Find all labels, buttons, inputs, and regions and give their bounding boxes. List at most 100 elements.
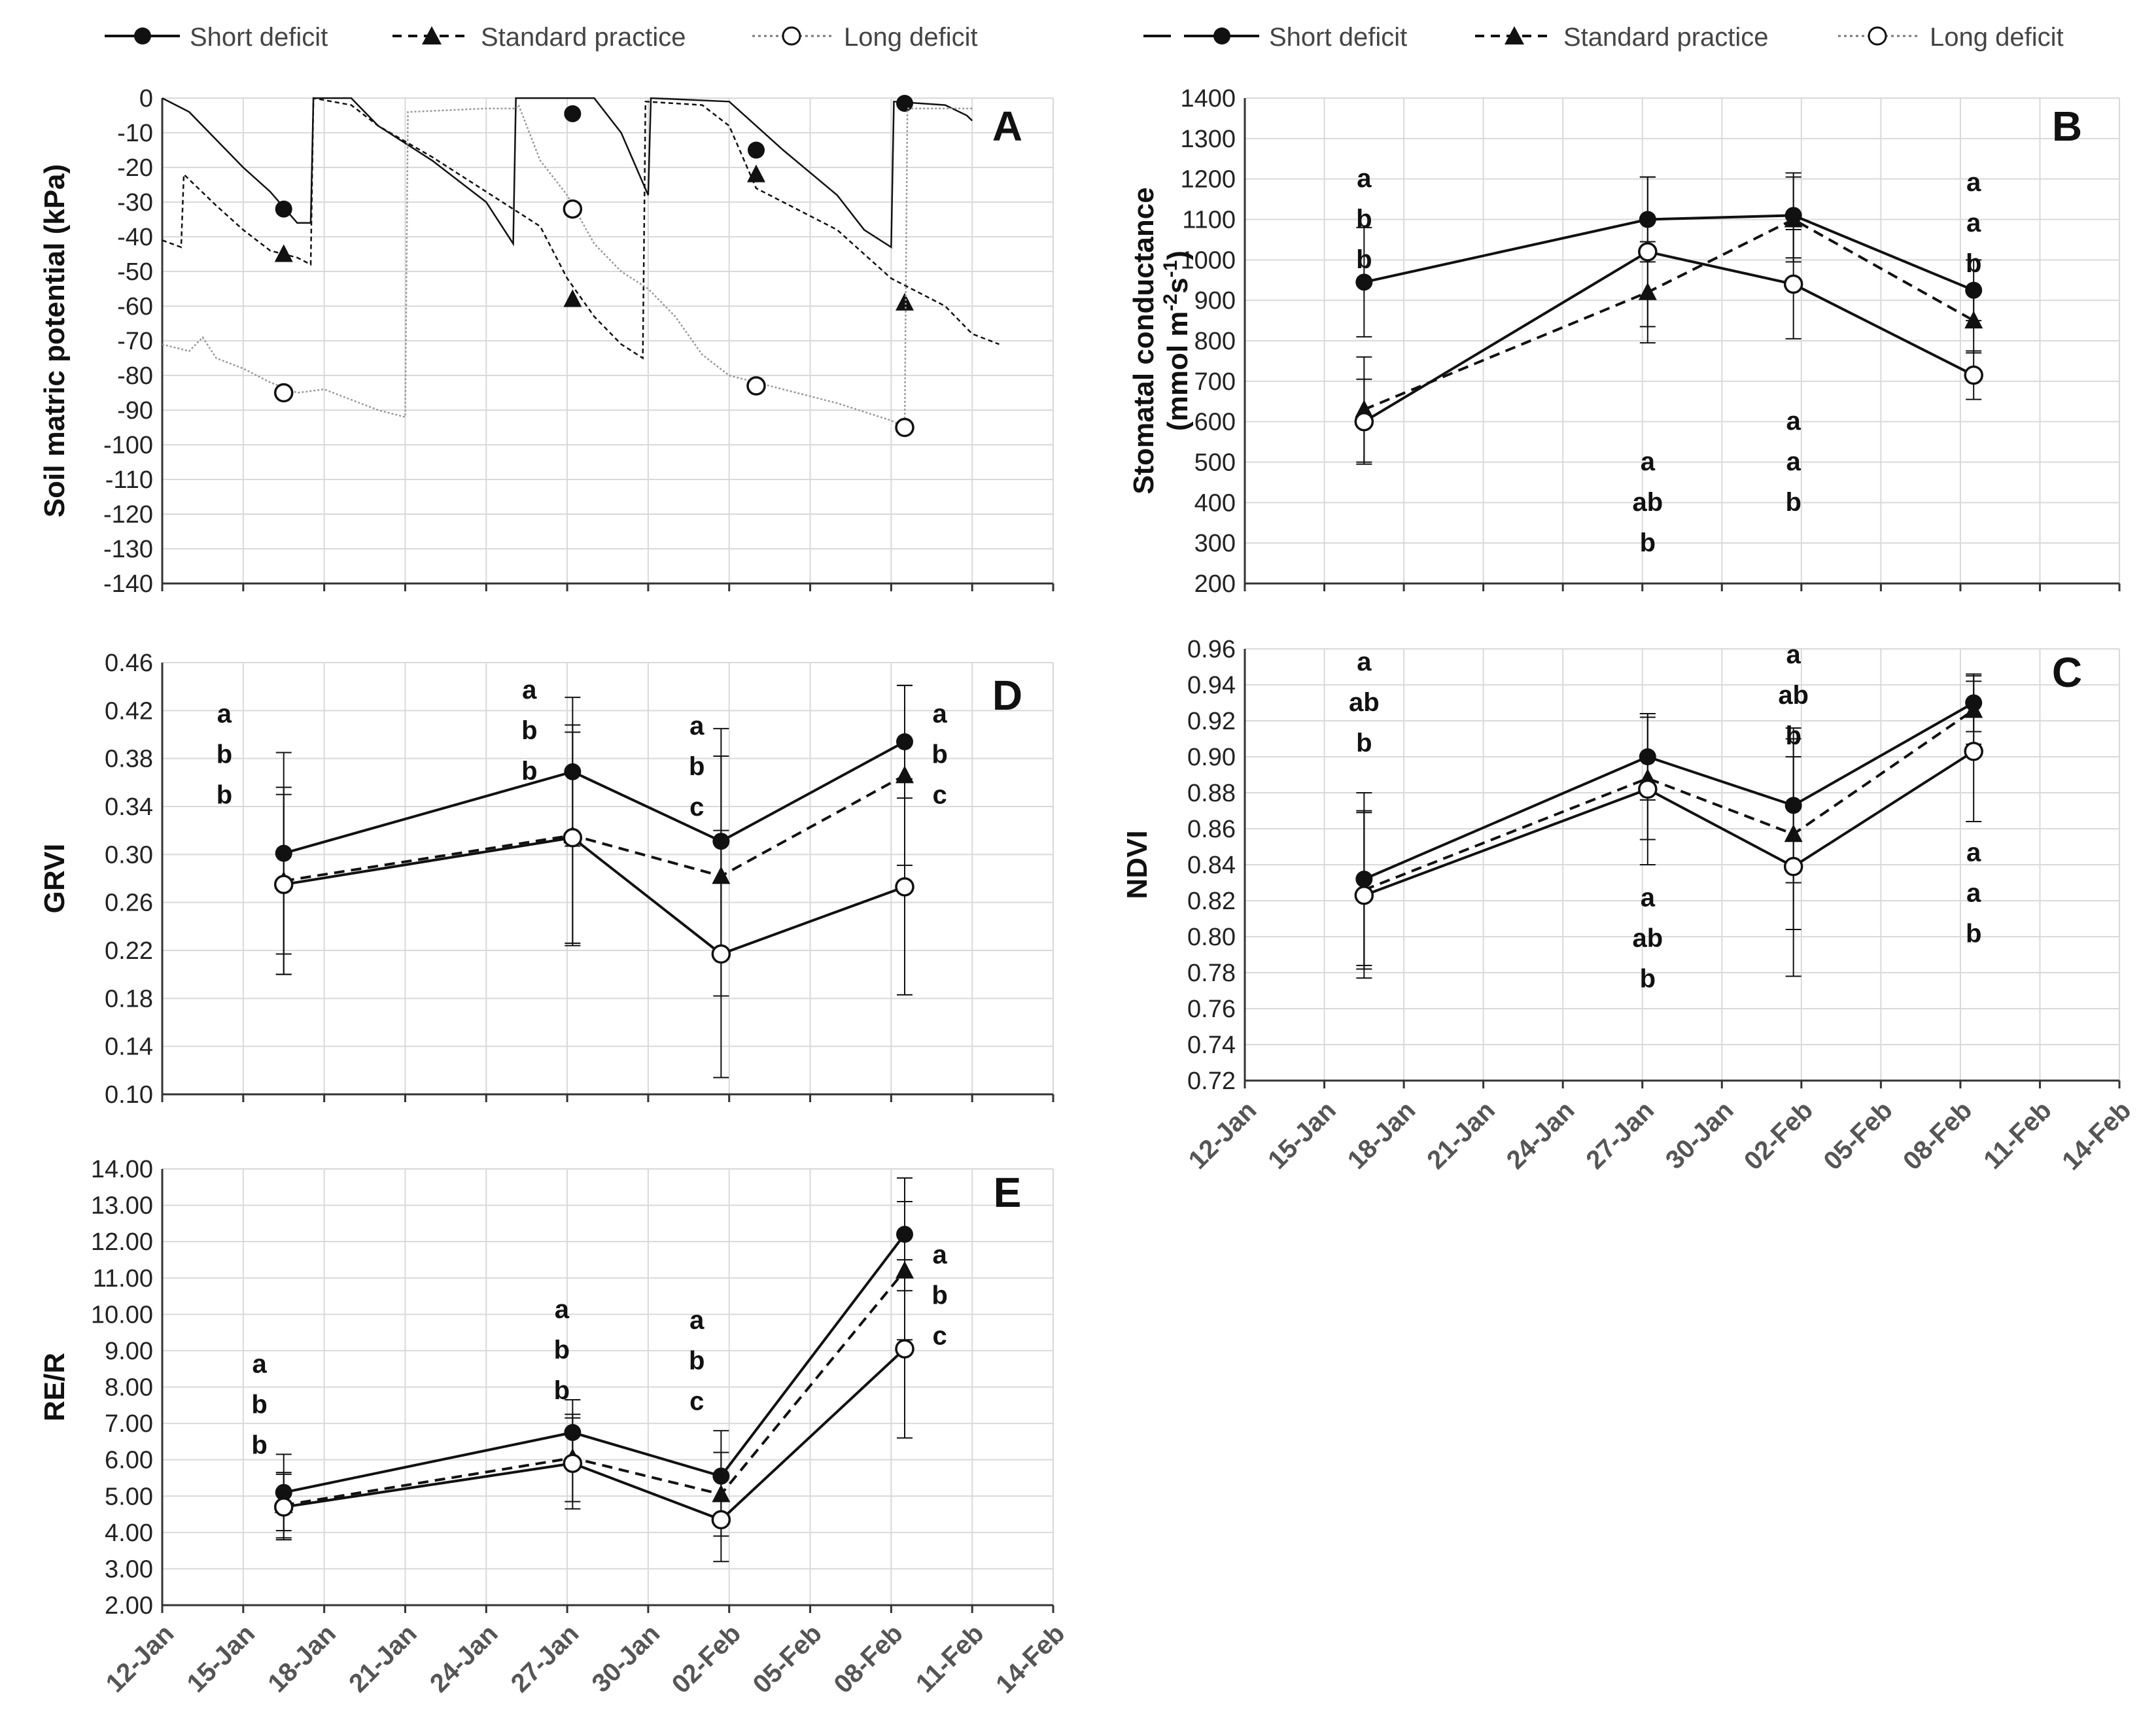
unit-superscript: -1 bbox=[1160, 260, 1181, 278]
y-tick-label: 0.46 bbox=[105, 650, 153, 677]
x-tick-label: 11-Feb bbox=[911, 1619, 990, 1698]
significance-letter: ab bbox=[1632, 924, 1663, 952]
x-tick-label: 08-Feb bbox=[1898, 1096, 1977, 1175]
y-tick-label: 10.00 bbox=[91, 1301, 153, 1328]
marker-long-deficit bbox=[273, 875, 294, 894]
x-tick-label: 21-Jan bbox=[1421, 1096, 1501, 1175]
significance-letter: a bbox=[1357, 164, 1372, 193]
y-tick-label: 0.80 bbox=[1187, 924, 1236, 951]
x-tick-label: 30-Jan bbox=[1660, 1096, 1739, 1175]
y-tick-label: 2.00 bbox=[105, 1592, 153, 1620]
y-tick-label: 12.00 bbox=[91, 1228, 153, 1256]
y-tick-label: 0.86 bbox=[1187, 816, 1236, 843]
y-tick-label: 5.00 bbox=[105, 1483, 153, 1510]
y-tick-label: 600 bbox=[1194, 409, 1236, 436]
significance-letter: a bbox=[1786, 447, 1802, 476]
series-line-long-deficit bbox=[1363, 250, 1975, 423]
chart-e: 2.00 3.00 4.00 5.00 6.00 7.00 8.00 9.00 10.00 11.… bbox=[39, 1156, 1070, 1699]
y-tick-label: 1000 bbox=[1180, 247, 1236, 274]
x-tick-label: 12-Jan bbox=[101, 1619, 180, 1698]
series-line-standard-practice bbox=[283, 1270, 906, 1507]
y-tick-label: 0.88 bbox=[1187, 780, 1236, 807]
y-tick-label: 0.82 bbox=[1187, 888, 1236, 915]
significance-letter: c bbox=[933, 781, 947, 810]
panel-label: A bbox=[992, 103, 1022, 150]
marker-long-deficit bbox=[1964, 742, 1983, 761]
chart-d: 0.10 0.14 0.18 0.22 0.26 0.30 0.34 0.38 0.42 0.46… bbox=[39, 650, 1054, 1109]
marker-standard-practice bbox=[563, 289, 582, 307]
significance-letter: a bbox=[1966, 168, 1981, 197]
significance-letter: a bbox=[689, 712, 705, 740]
marker-long-deficit bbox=[1638, 779, 1658, 799]
y-axis-title: NDVI bbox=[1121, 830, 1153, 899]
x-tick-label: 14-Feb bbox=[2057, 1096, 2136, 1175]
significance-letter: b bbox=[521, 716, 537, 745]
y-tick-label: 400 bbox=[1194, 489, 1236, 517]
y-tick-label: -20 bbox=[117, 154, 153, 182]
x-tick-label: 15-Jan bbox=[181, 1619, 260, 1698]
legend2-marker-long bbox=[1868, 26, 1887, 46]
chart-a: 0 -10 -20 -30 -40 -50 -60 -70 -80 -90 -100 -110 -120… bbox=[39, 85, 1054, 598]
y-axis-title: RE/R bbox=[39, 1353, 71, 1421]
y-tick-label: 3.00 bbox=[105, 1555, 153, 1583]
significance-letter: b bbox=[554, 1336, 570, 1364]
significance-letter: a bbox=[252, 1349, 267, 1378]
y-axis-unit: (mmol m-2s-1) bbox=[1160, 251, 1194, 431]
significance-letter: b bbox=[1966, 249, 1981, 278]
x-tick-label: 15-Jan bbox=[1262, 1096, 1342, 1175]
y-tick-label: 0.96 bbox=[1187, 636, 1236, 663]
y-tick-label: 0.26 bbox=[105, 890, 153, 917]
unit-text: (mmol m bbox=[1162, 311, 1194, 431]
marker-long-deficit bbox=[1354, 411, 1374, 432]
x-tick-label: 21-Jan bbox=[343, 1619, 423, 1698]
y-tick-label: 8.00 bbox=[105, 1374, 153, 1402]
significance-letter: b bbox=[1785, 488, 1801, 517]
y-tick-label: 1200 bbox=[1180, 166, 1236, 194]
significance-letter: b bbox=[251, 1431, 267, 1459]
y-tick-label: 0.14 bbox=[105, 1033, 153, 1061]
y-tick-label: 200 bbox=[1194, 570, 1236, 598]
marker-long-deficit bbox=[1783, 274, 1803, 294]
y-tick-label: -90 bbox=[117, 397, 153, 425]
marker-long-deficit bbox=[1354, 886, 1374, 905]
y-tick-label: 0.38 bbox=[105, 746, 153, 773]
y-tick-label: -120 bbox=[103, 501, 153, 529]
significance-letter: a bbox=[933, 700, 948, 729]
marker-standard-practice bbox=[896, 292, 914, 311]
chart-c: 0.72 0.74 0.76 0.78 0.80 0.82 0.84 0.86 0.88 0.90… bbox=[1121, 636, 2136, 1176]
y-tick-label: 0.78 bbox=[1187, 960, 1236, 987]
legend-label-long: Long deficit bbox=[844, 23, 978, 52]
legend-marker-standard bbox=[422, 26, 442, 44]
marker-short-deficit bbox=[275, 200, 292, 218]
y-tick-label: 0.18 bbox=[105, 985, 153, 1013]
significance-letter: a bbox=[1641, 447, 1656, 476]
legend-label-standard: Standard practice bbox=[481, 23, 686, 52]
marker-short-deficit bbox=[896, 94, 913, 112]
marker-long-deficit bbox=[1638, 242, 1658, 262]
y-tick-label: 4.00 bbox=[105, 1519, 153, 1547]
significance-letter: a bbox=[1357, 648, 1372, 676]
panel-label: E bbox=[994, 1169, 1022, 1216]
marker-long-deficit bbox=[895, 877, 914, 897]
legend2-label-standard: Standard practice bbox=[1563, 23, 1769, 52]
significance-letter: b bbox=[1966, 920, 1981, 948]
y-tick-label: 9.00 bbox=[105, 1338, 153, 1365]
marker-standard-practice bbox=[1784, 209, 1803, 228]
marker-standard-practice bbox=[747, 164, 765, 182]
series-line-standard-practice bbox=[1363, 218, 1975, 411]
significance-letter: c bbox=[689, 793, 704, 822]
x-tick-label: 30-Jan bbox=[587, 1619, 666, 1698]
y-tick-label: 900 bbox=[1194, 287, 1236, 315]
marker-long-deficit bbox=[1783, 857, 1803, 877]
significance-letter: b bbox=[689, 752, 705, 781]
significance-letter: c bbox=[689, 1387, 704, 1416]
x-tick-label: 24-Jan bbox=[425, 1619, 504, 1698]
significance-letter: a bbox=[689, 1306, 705, 1335]
panels: 0-10-20-30-40-50-60-70-80-90-100-110-120… bbox=[39, 85, 2136, 1699]
marker-short-deficit bbox=[564, 105, 582, 122]
y-tick-label: -30 bbox=[117, 189, 153, 217]
marker-long-deficit bbox=[895, 417, 914, 438]
significance-letter: a bbox=[555, 1295, 570, 1324]
y-tick-label: 0.94 bbox=[1187, 672, 1236, 699]
